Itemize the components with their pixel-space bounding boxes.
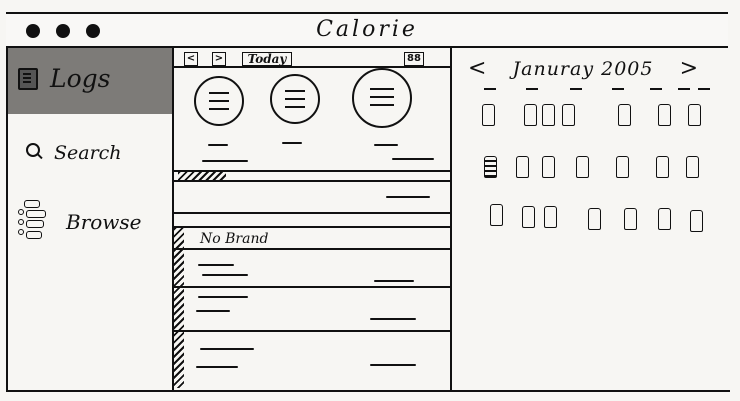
list-item[interactable] [370, 364, 416, 366]
summary-circle [270, 74, 320, 124]
calendar-day[interactable] [490, 204, 503, 226]
window-minimize-button[interactable] [56, 24, 70, 38]
main-area: Logs Search Browse [6, 46, 730, 392]
calendar-day[interactable] [524, 104, 537, 126]
calendar-day[interactable] [616, 156, 629, 178]
prev-day-button[interactable]: < [184, 52, 198, 66]
calendar-day[interactable] [658, 104, 671, 126]
calendar-day[interactable] [544, 206, 557, 228]
calendar-day[interactable] [690, 210, 703, 232]
weekday-label [650, 88, 662, 90]
calendar-day[interactable] [522, 206, 535, 228]
sidebar-item-logs[interactable]: Logs [8, 48, 172, 114]
list-item[interactable] [370, 318, 416, 320]
section-divider [174, 180, 450, 182]
summary-value [282, 142, 302, 144]
calendar-day[interactable] [542, 104, 555, 126]
calendar-day[interactable] [516, 156, 529, 178]
sidebar-item-label: Logs [50, 64, 111, 93]
summary-caption [392, 158, 434, 160]
sidebar-item-label: Browse [66, 210, 142, 234]
brand-indicator [174, 228, 184, 388]
section-divider [174, 248, 450, 250]
sidebar-item-search[interactable]: Search [26, 142, 122, 164]
calendar-day[interactable] [542, 156, 555, 178]
next-month-button[interactable]: > [679, 56, 698, 81]
list-icon [18, 200, 52, 244]
app-title: Calorie [316, 17, 418, 42]
summary-value [374, 144, 398, 146]
sidebar-item-browse[interactable]: Browse [18, 200, 142, 244]
calendar-day[interactable] [686, 156, 699, 178]
list-item[interactable] [196, 366, 238, 368]
list-item[interactable] [200, 348, 254, 350]
section-divider [174, 226, 450, 228]
list-item[interactable] [202, 274, 248, 276]
sidebar: Logs Search Browse [8, 46, 174, 390]
today-button[interactable]: Today [242, 52, 292, 66]
book-icon [18, 67, 38, 90]
next-day-button[interactable]: > [212, 52, 226, 66]
section-divider [174, 212, 450, 214]
calendar-day[interactable] [588, 208, 601, 230]
section-divider [174, 330, 450, 332]
weekday-label [570, 88, 582, 90]
grid-view-button[interactable]: 88 [404, 52, 424, 66]
section-divider [174, 286, 450, 288]
calendar-panel: < Januray 2005 > [452, 46, 730, 390]
weekday-label [526, 88, 538, 90]
calendar-day[interactable] [688, 104, 701, 126]
calendar-day[interactable] [562, 104, 575, 126]
section-bar [178, 172, 226, 180]
brand-header: No Brand [200, 231, 269, 247]
window-maximize-button[interactable] [86, 24, 100, 38]
section-divider [174, 170, 450, 172]
weekday-label [698, 88, 710, 90]
calendar-day[interactable] [656, 156, 669, 178]
list-item[interactable] [374, 280, 414, 282]
window-close-button[interactable] [26, 24, 40, 38]
summary-circle [194, 76, 244, 126]
summary-value [208, 144, 228, 146]
summary-caption [202, 160, 248, 162]
calendar-day[interactable] [618, 104, 631, 126]
food-log-panel: < > Today 88 [174, 46, 452, 390]
list-item[interactable] [196, 310, 230, 312]
calendar-day[interactable] [576, 156, 589, 178]
weekday-label [484, 88, 496, 90]
prev-month-button[interactable]: < [468, 56, 487, 81]
list-item[interactable] [386, 196, 430, 198]
search-icon [26, 143, 40, 157]
weekday-label [678, 88, 690, 90]
calendar-day[interactable] [624, 208, 637, 230]
calendar-day[interactable] [482, 104, 495, 126]
summary-circle [352, 68, 412, 128]
toolbar-divider [174, 66, 450, 68]
calendar-day-today[interactable] [484, 156, 497, 178]
sidebar-item-label: Search [54, 142, 122, 164]
month-title: Januray 2005 [512, 57, 654, 80]
calendar-day[interactable] [658, 208, 671, 230]
list-item[interactable] [198, 264, 234, 266]
title-bar: Calorie [6, 12, 728, 48]
weekday-label [612, 88, 624, 90]
list-item[interactable] [198, 296, 248, 298]
